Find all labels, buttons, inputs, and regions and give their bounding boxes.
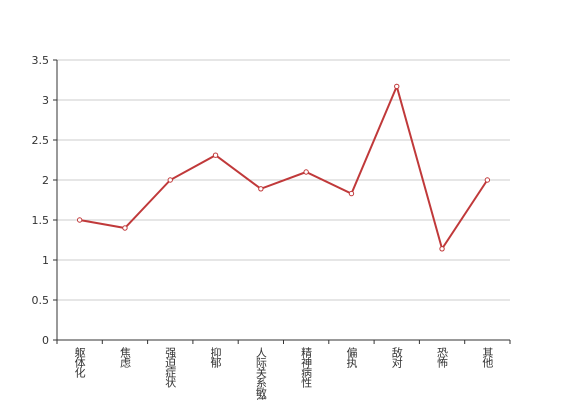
y-tick-label: 2 bbox=[42, 174, 49, 187]
y-tick-label: 1.5 bbox=[32, 214, 50, 227]
x-tick-label: 恐怖 bbox=[436, 347, 449, 368]
x-tick-label: 强迫症状 bbox=[164, 347, 177, 388]
y-tick-label: 3 bbox=[42, 94, 49, 107]
point bbox=[122, 225, 128, 231]
point bbox=[212, 152, 219, 158]
x-tick-label: 其他 bbox=[481, 347, 494, 368]
point bbox=[76, 217, 83, 223]
y-tick-label: 2.5 bbox=[32, 134, 50, 147]
x-tick-label: 偏执 bbox=[345, 346, 358, 369]
point bbox=[348, 190, 355, 197]
point bbox=[439, 246, 445, 252]
y-tick-label: 1 bbox=[42, 254, 49, 267]
point bbox=[303, 169, 309, 175]
x-tick-label: 人际关系敏感 bbox=[254, 347, 267, 400]
x-tick-label: 焦虑 bbox=[118, 347, 131, 368]
point bbox=[167, 177, 173, 183]
point bbox=[258, 186, 264, 192]
x-tick-label: 抑郁 bbox=[209, 346, 222, 368]
point bbox=[484, 177, 491, 183]
y-tick-label: 0 bbox=[42, 334, 49, 347]
x-tick-label: 敌对 bbox=[390, 346, 403, 368]
point bbox=[394, 83, 400, 90]
x-tick-label: 躯体化 bbox=[73, 347, 86, 379]
y-tick-label: 3.5 bbox=[32, 54, 50, 67]
x-tick-label: 精神病性 bbox=[300, 347, 313, 389]
line bbox=[79, 83, 489, 252]
y-tick-label: 0.5 bbox=[32, 294, 50, 307]
